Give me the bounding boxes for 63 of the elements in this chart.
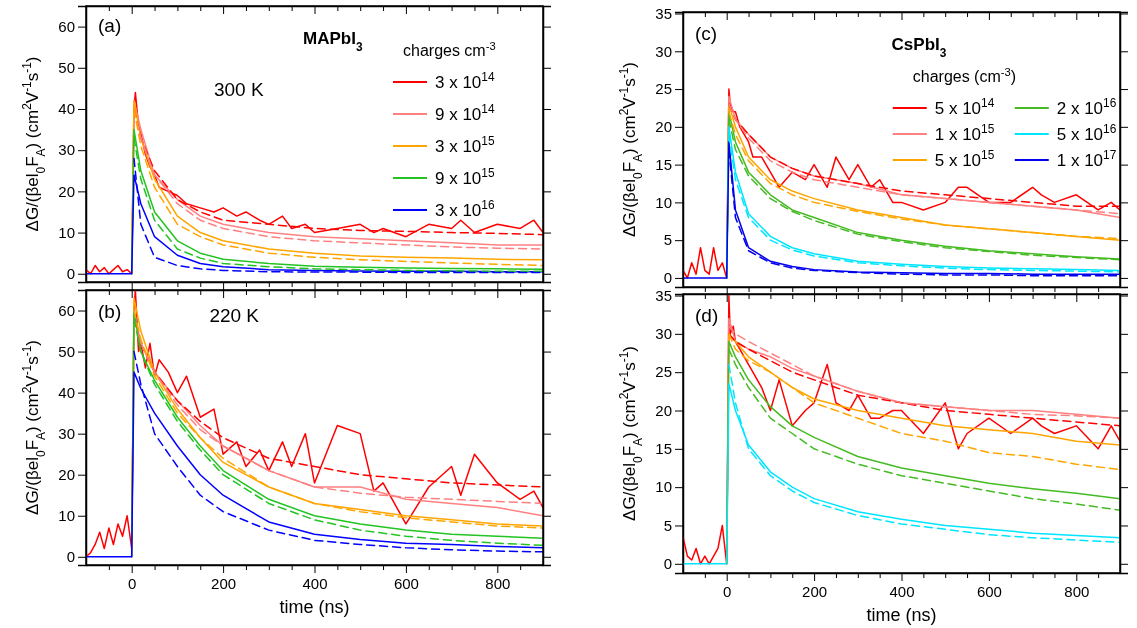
- y-tick-label: 5: [663, 516, 672, 534]
- x-tick-label: 200: [802, 583, 828, 600]
- y-tick-label: 0: [66, 548, 75, 566]
- x-axis-title: time (ns): [866, 605, 937, 625]
- annotation: (b): [98, 301, 122, 322]
- legend-label: 3 x 10$^{15}$: [435, 134, 495, 156]
- y-tick-label: 50: [58, 342, 75, 360]
- annotation: (a): [98, 15, 122, 36]
- y-tick-label: 60: [58, 301, 75, 319]
- x-axis-title: time (ns): [279, 597, 350, 617]
- legend-label: 5 x 10$^{15}$: [934, 148, 995, 170]
- x-tick-label: 0: [723, 583, 732, 600]
- y-tick-label: 15: [655, 440, 672, 458]
- y-tick-label: 10: [655, 478, 672, 496]
- y-tick-label: 20: [58, 182, 75, 200]
- y-tick-label: 30: [58, 424, 75, 442]
- legend-label: 5 x 10$^{16}$: [1056, 122, 1117, 144]
- y-tick-label: 30: [58, 141, 75, 159]
- x-tick-label: 400: [889, 583, 915, 600]
- y-tick-label: 10: [58, 507, 75, 525]
- y-tick-label: 50: [58, 59, 75, 77]
- text: MAPbI$_{3}$: [303, 29, 363, 54]
- legend-label: 3 x 10$^{16}$: [435, 198, 495, 220]
- x-tick-label: 200: [211, 575, 237, 592]
- legend-title: charges cm$^{-3}$: [403, 40, 496, 59]
- y-tick-label: 25: [655, 363, 672, 381]
- y-tick-label: 30: [655, 325, 672, 343]
- legend-label: 9 x 10$^{14}$: [435, 102, 495, 124]
- annotation: 220 K: [209, 305, 260, 326]
- x-tick-label: 0: [128, 575, 137, 592]
- y-tick-label: 0: [663, 555, 672, 573]
- y-tick-label: 35: [655, 4, 672, 22]
- y-tick-label: 40: [58, 100, 75, 118]
- y-tick-label: 5: [663, 231, 672, 249]
- annotation: 300 K: [213, 79, 264, 100]
- legend-label: 5 x 10$^{14}$: [934, 96, 995, 118]
- y-tick-label: 0: [663, 269, 672, 287]
- y-tick-label: 60: [58, 17, 75, 35]
- annotation: (c): [695, 23, 718, 44]
- x-tick-label: 600: [393, 575, 419, 592]
- legend-label: 2 x 10$^{16}$: [1056, 96, 1117, 118]
- y-tick-label: 0: [66, 265, 75, 283]
- x-tick-label: 400: [302, 575, 328, 592]
- legend-label: 3 x 10$^{14}$: [435, 70, 495, 92]
- y-tick-label: 35: [655, 286, 672, 304]
- legend-label: 1 x 10$^{17}$: [1056, 148, 1117, 170]
- y-tick-label: 15: [655, 155, 672, 173]
- text: CsPbI$_{3}$: [891, 35, 947, 60]
- legend-title: charges (cm$^{-3}$): [912, 66, 1017, 85]
- y-tick-label: 20: [655, 401, 672, 419]
- legend-label: 9 x 10$^{15}$: [435, 166, 495, 188]
- y-tick-label: 30: [655, 42, 672, 60]
- x-tick-label: 600: [976, 583, 1002, 600]
- y-tick-label: 10: [655, 193, 672, 211]
- y-tick-label: 40: [58, 383, 75, 401]
- legend-label: 1 x 10$^{15}$: [934, 122, 995, 144]
- y-tick-label: 25: [655, 80, 672, 98]
- x-tick-label: 800: [1064, 583, 1090, 600]
- y-tick-label: 20: [58, 466, 75, 483]
- annotation: (d): [695, 305, 719, 326]
- x-tick-label: 800: [485, 575, 511, 592]
- y-tick-label: 10: [58, 223, 75, 241]
- y-tick-label: 20: [655, 118, 672, 136]
